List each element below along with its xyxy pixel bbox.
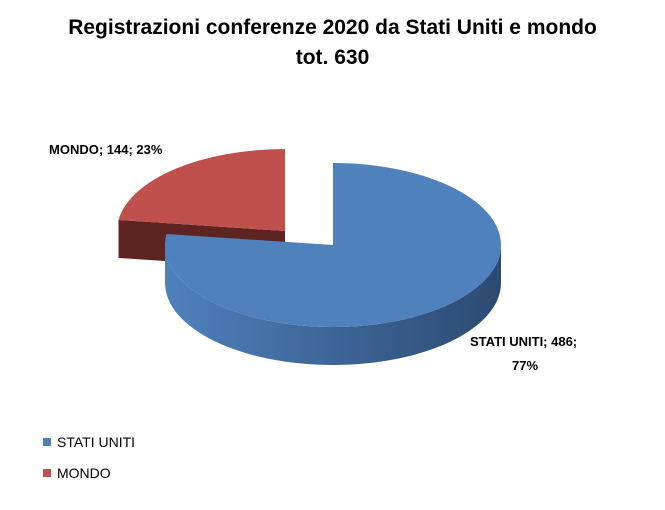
legend-item-stati-uniti: STATI UNITI: [43, 434, 135, 450]
data-label-percent-stati-uniti: 77%: [512, 358, 538, 373]
legend-item-mondo: MONDO: [43, 465, 111, 481]
slice-top-stati-uniti: [164, 163, 501, 327]
slice-top-mondo: [118, 149, 285, 231]
data-label-mondo: MONDO; 144; 23%: [49, 142, 163, 157]
data-label-stati-uniti: STATI UNITI; 486;: [470, 334, 577, 349]
legend-swatch-mondo: [43, 469, 51, 477]
legend-swatch-stati-uniti: [43, 438, 51, 446]
slice-stati-uniti: [164, 163, 501, 365]
legend-label-mondo: MONDO: [57, 465, 111, 481]
slice-side-stati-uniti: [165, 245, 501, 365]
chart-subtitle: tot. 630: [295, 46, 370, 69]
legend-label-stati-uniti: STATI UNITI: [57, 434, 136, 450]
chart-title: Registrazioni conferenze 2020 da Stati U…: [68, 16, 597, 39]
